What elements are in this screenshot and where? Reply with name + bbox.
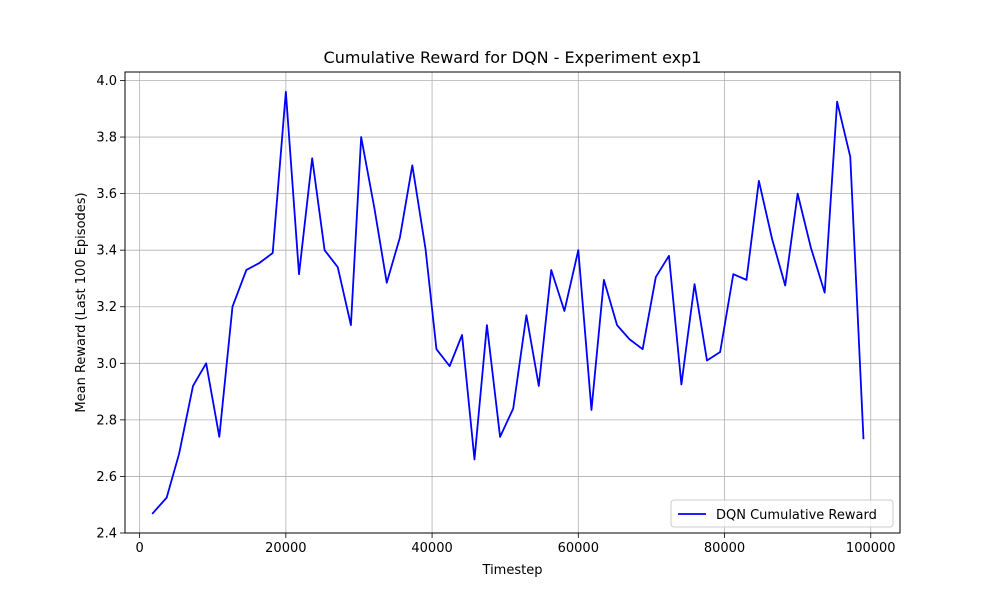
legend-box [670, 499, 894, 528]
x-tick-label: 60000 [558, 541, 599, 556]
x-axis-label: Timestep [482, 563, 543, 578]
chart-title: Cumulative Reward for DQN - Experiment e… [324, 48, 702, 67]
grid-lines [125, 72, 900, 534]
legend: DQN Cumulative Reward [670, 499, 894, 528]
y-tick-label: 2.6 [96, 470, 117, 485]
x-tick-label: 40000 [411, 541, 452, 556]
y-tick-label: 3.0 [96, 357, 117, 372]
y-tick-label: 2.8 [96, 413, 117, 428]
legend-label: DQN Cumulative Reward [716, 508, 877, 523]
series-line-0 [151, 90, 865, 515]
plot-frame [124, 71, 901, 534]
x-tick-label: 80000 [704, 541, 745, 556]
axis-ticks: 0 20000 40000 60000 80000 100000 2.4 2.6 2.8 3.0 3… [96, 74, 895, 556]
y-tick-label: 3.8 [96, 131, 117, 146]
y-tick-label: 3.4 [96, 244, 117, 259]
x-tick-label: 0 [135, 541, 143, 556]
y-tick-label: 2.4 [96, 527, 117, 542]
y-tick-label: 4.0 [96, 74, 117, 89]
x-tick-label: 20000 [265, 541, 306, 556]
y-axis-label: Mean Reward (Last 100 Episodes) [74, 192, 89, 412]
y-tick-label: 3.6 [96, 187, 117, 202]
y-tick-label: 3.2 [96, 300, 117, 315]
x-tick-label: 100000 [846, 541, 896, 556]
series-layer [151, 90, 865, 515]
